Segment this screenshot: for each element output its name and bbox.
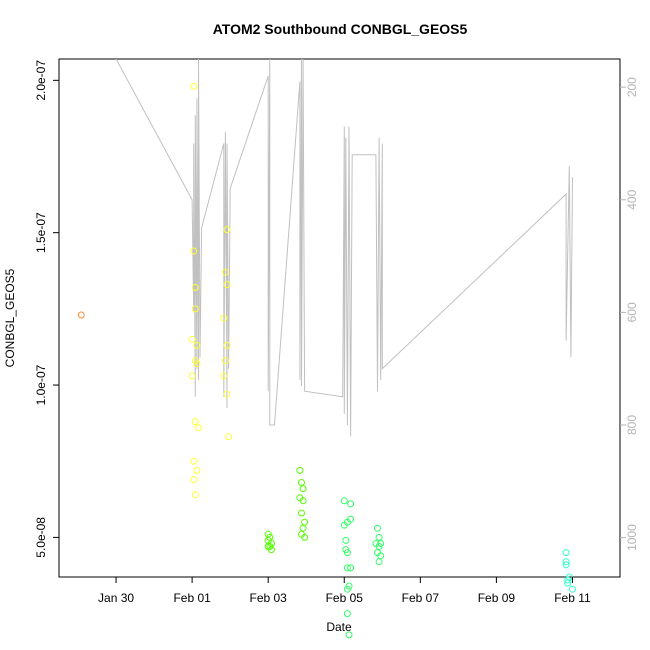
- data-point: [562, 561, 570, 569]
- x-tick-label: Feb 01: [173, 591, 211, 605]
- data-point: [343, 610, 351, 618]
- data-points-layer: [77, 82, 576, 639]
- data-point: [562, 558, 570, 566]
- y-axis-label: CONBGL_GEOS5: [3, 268, 17, 367]
- data-point: [223, 281, 231, 288]
- data-point: [347, 564, 355, 572]
- data-point: [342, 536, 350, 544]
- data-point: [220, 314, 228, 322]
- data-point: [569, 585, 576, 593]
- data-point: [191, 284, 199, 291]
- y-right-tick-label: 800: [625, 415, 639, 435]
- data-point: [564, 576, 572, 584]
- data-point: [190, 457, 198, 465]
- data-point: [343, 564, 351, 572]
- x-axis: Jan 30 Feb 01 Feb 03 Feb 05 Feb 07 Feb 09 Feb …: [98, 577, 591, 605]
- y-axis: 5.0e-08 1.0e-07 1.5e-07 2.0e-07: [34, 60, 59, 558]
- data-point: [299, 497, 307, 505]
- x-tick-label: Feb 11: [554, 591, 591, 605]
- data-point: [562, 549, 570, 557]
- data-point: [191, 418, 199, 426]
- x-axis-label: Date: [326, 620, 352, 634]
- data-point: [343, 585, 351, 593]
- altitude-line: [115, 58, 573, 437]
- data-point: [191, 491, 199, 499]
- x-tick-label: Jan 30: [98, 591, 134, 605]
- x-tick-label: Feb 03: [250, 591, 288, 605]
- y-right-tick-label: 400: [625, 189, 639, 209]
- y-right-axis: 200 400 600 800 1000: [620, 77, 639, 551]
- altitude-line-layer: [115, 58, 573, 437]
- data-point: [299, 524, 307, 532]
- data-point: [195, 424, 202, 432]
- x-tick-label: Feb 05: [326, 591, 364, 605]
- chart-title: ATOM2 Southbound CONBGL_GEOS5: [213, 21, 468, 37]
- data-point: [301, 533, 309, 541]
- y-tick-label: 1.5e-07: [34, 212, 48, 253]
- data-point: [223, 341, 231, 349]
- y-right-tick-label: 1000: [625, 524, 639, 551]
- data-point: [564, 579, 572, 587]
- data-point: [340, 521, 348, 529]
- data-point: [191, 305, 199, 313]
- data-point: [223, 226, 231, 234]
- data-point: [190, 82, 198, 90]
- data-point: [375, 558, 383, 566]
- data-point: [298, 479, 305, 486]
- y-right-tick-label: 600: [625, 302, 639, 322]
- data-point: [223, 390, 231, 398]
- data-point: [190, 476, 198, 483]
- data-point: [77, 311, 85, 319]
- data-point: [296, 466, 304, 474]
- data-point: [188, 372, 196, 380]
- data-point: [267, 546, 275, 554]
- data-point: [374, 524, 381, 532]
- data-point: [220, 372, 228, 380]
- y-right-tick-label: 200: [625, 77, 639, 97]
- data-point: [221, 268, 229, 276]
- y-tick-label: 1.0e-07: [34, 364, 48, 405]
- data-point: [190, 247, 198, 255]
- data-point: [299, 485, 307, 493]
- data-point: [188, 335, 196, 343]
- y-tick-label: 2.0e-07: [34, 60, 48, 101]
- x-tick-label: Feb 07: [402, 591, 440, 605]
- data-point: [193, 360, 201, 368]
- data-point: [301, 518, 309, 526]
- data-point: [347, 500, 355, 508]
- data-point: [193, 466, 201, 474]
- data-point: [340, 497, 348, 505]
- y-tick-label: 5.0e-08: [34, 517, 48, 558]
- data-point: [221, 357, 229, 365]
- data-point: [375, 533, 383, 541]
- plot-frame: [58, 58, 621, 578]
- data-point: [298, 509, 305, 517]
- data-point: [343, 549, 351, 557]
- x-tick-label: Feb 09: [478, 591, 516, 605]
- data-point: [193, 341, 201, 349]
- data-point: [225, 433, 233, 441]
- data-point: [345, 631, 353, 639]
